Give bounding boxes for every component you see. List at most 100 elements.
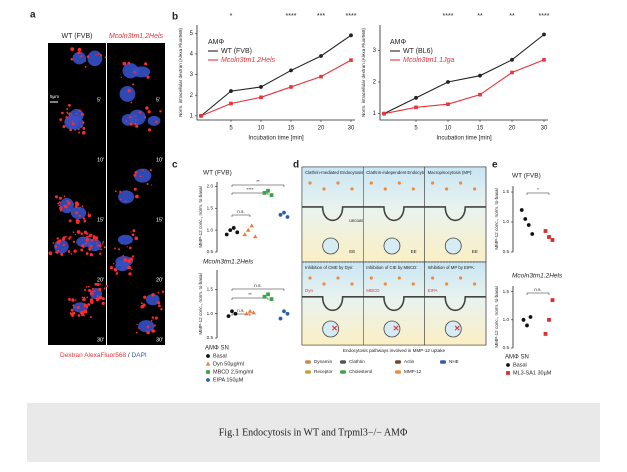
time-label: 10' <box>156 157 163 163</box>
dextran-spot <box>52 242 55 244</box>
dextran-spot <box>74 206 77 208</box>
dextran-spot <box>150 319 153 322</box>
dextran-spot <box>154 316 158 320</box>
cargo <box>336 181 340 185</box>
y-axis-label: Norm. intracellular dextran (Alexa Fluor… <box>361 27 366 117</box>
point <box>224 232 229 237</box>
point <box>244 311 249 316</box>
vesicle <box>383 237 401 255</box>
point <box>543 229 548 233</box>
time-label: 30' <box>156 337 163 343</box>
dextran-spot <box>62 125 66 129</box>
dextran-spot <box>70 47 75 51</box>
membrane <box>302 206 364 222</box>
dextran-spot <box>83 296 85 299</box>
dextran-spot <box>48 251 53 256</box>
legend-label: Basal <box>513 362 527 368</box>
dextran-spot <box>109 266 114 270</box>
cell-title: Inhibition of CME by Dyn: <box>305 265 353 270</box>
cargo <box>459 181 463 185</box>
point <box>266 292 270 297</box>
y-axis-label: MMP-12 conc., norm. to basal <box>198 273 203 334</box>
dextran-spot <box>89 233 93 237</box>
dextran-spot <box>70 58 74 61</box>
point <box>530 232 535 236</box>
point <box>262 294 267 299</box>
x-tick-label: 5 <box>414 126 418 132</box>
cargo <box>397 276 401 280</box>
dextran-spot <box>131 255 135 258</box>
dextran-spot <box>77 314 81 317</box>
point <box>282 210 286 215</box>
x-axis-label: Incubation time [min] <box>248 136 304 142</box>
dextran-spot <box>133 70 136 74</box>
dextran-spot <box>99 252 102 255</box>
legend-swatch <box>340 360 346 364</box>
cargo <box>350 187 354 191</box>
significance: *** <box>317 13 325 20</box>
time-label: 30' <box>97 337 104 343</box>
legend-label: WT (BL6) <box>403 48 433 55</box>
x-axis-label: Incubation time [min] <box>436 136 492 142</box>
point <box>235 230 240 235</box>
chart-title: WT (FVB) <box>512 173 541 180</box>
membrane <box>424 296 486 312</box>
dextran-spot <box>99 283 102 285</box>
y-tick-label: 0.5 <box>503 345 510 350</box>
dextran-spot <box>96 242 98 244</box>
dextran-spot <box>85 286 88 288</box>
dextran-spot <box>80 55 83 58</box>
dextran-spot <box>160 308 163 311</box>
dextran-spot <box>104 56 107 59</box>
dextran-spot <box>98 287 102 292</box>
dextran-spot <box>70 253 73 255</box>
dextran-spot <box>77 47 82 52</box>
dextran-spot <box>96 295 99 297</box>
dextran-spot <box>89 298 94 302</box>
dextran-spot <box>91 239 94 242</box>
dextran-spot <box>75 299 77 301</box>
series-line <box>383 59 545 115</box>
point <box>205 361 211 366</box>
point <box>506 363 510 367</box>
dextran-spot <box>73 312 75 315</box>
dextran-spot <box>115 273 118 275</box>
cargo <box>431 276 435 280</box>
y-tick-label: 1.0 <box>503 317 510 322</box>
cell-note: EIPA <box>428 288 438 293</box>
dextran-spot <box>136 323 138 326</box>
y-tick-label: 1.5 <box>207 205 214 210</box>
dextran-spot <box>69 128 72 132</box>
y-axis-label: Norm. intracellular dextran (Alexa Fluor… <box>178 27 183 117</box>
dextran-spot <box>76 230 81 234</box>
legend-title: AMΦ <box>208 39 225 46</box>
nucleus <box>70 206 87 220</box>
legend-title: AMΦ SN <box>205 346 229 352</box>
y-tick-label: 3 <box>190 72 194 78</box>
legend-label: WT (FVB) <box>221 48 252 55</box>
dextran-spot <box>72 240 76 243</box>
point <box>382 111 386 116</box>
x-tick-label: 30 <box>348 126 355 132</box>
dextran-spot <box>81 296 84 299</box>
dextran-spot <box>82 217 86 220</box>
dextran-spot <box>72 304 75 307</box>
cell-title: Clathrin-mediated Endocytosis (CME): <box>305 170 378 175</box>
point <box>266 188 270 193</box>
dextran-spot <box>102 241 105 243</box>
dextran-spot <box>68 297 71 301</box>
dextran-spot <box>123 257 128 262</box>
significance: ** <box>509 13 515 20</box>
cargo <box>431 181 435 185</box>
dextran-spot <box>155 120 158 123</box>
cell-note: EE <box>472 249 478 254</box>
y-tick-label: 3 <box>373 48 377 54</box>
time-label: 5' <box>156 97 160 103</box>
dextran-spot <box>103 246 106 249</box>
cargo <box>411 282 415 286</box>
point <box>259 95 263 100</box>
caption-bar <box>27 403 600 462</box>
dextran-spot <box>83 309 88 314</box>
cargo <box>369 181 373 185</box>
legend-label: Dynamin <box>314 359 333 364</box>
